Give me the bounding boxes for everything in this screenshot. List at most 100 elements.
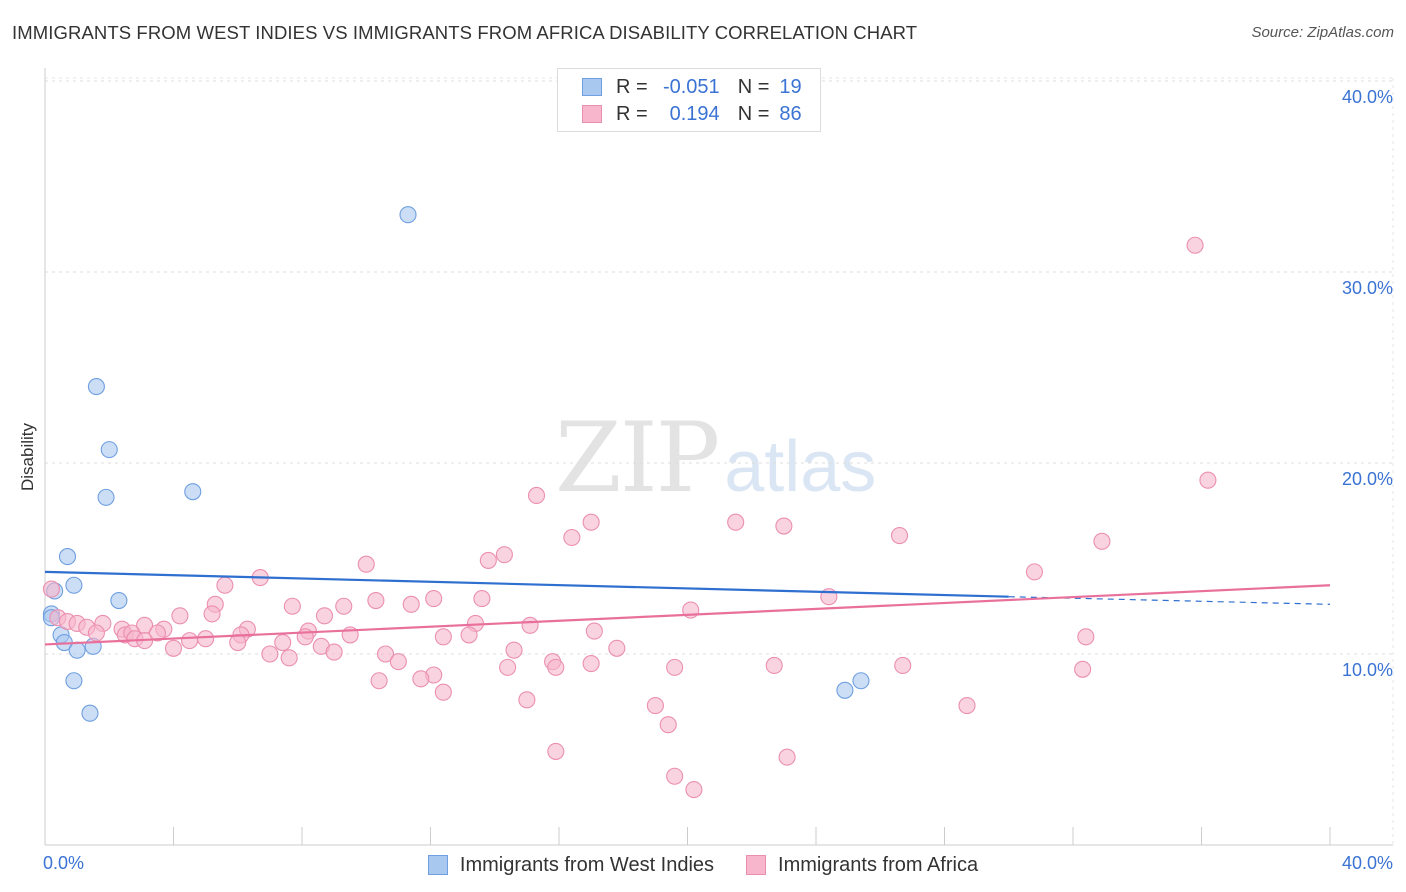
point-africa <box>582 654 600 673</box>
legend-row-west-indies: R = -0.051 N = 19 <box>582 75 802 99</box>
data-points <box>42 206 1217 799</box>
point-africa <box>315 607 334 625</box>
trend-line-africa <box>44 584 1331 646</box>
point-west-indies <box>184 483 202 501</box>
point-africa <box>1074 660 1092 678</box>
point-west-indies <box>81 704 99 722</box>
point-africa <box>685 781 703 799</box>
y-tick-label: 30.0% <box>1342 278 1393 298</box>
point-africa <box>402 595 420 613</box>
point-africa <box>521 616 539 634</box>
point-west-indies <box>58 548 77 566</box>
point-africa <box>434 628 452 646</box>
trend-line-west-indies <box>44 570 1009 598</box>
point-africa <box>890 527 909 545</box>
legend-r-label: R = <box>616 75 648 98</box>
point-west-indies <box>836 681 854 699</box>
point-africa <box>1025 563 1043 581</box>
point-africa <box>87 624 105 642</box>
point-west-indies <box>100 441 118 459</box>
legend-swatch-africa <box>582 105 602 123</box>
point-africa <box>765 656 783 675</box>
point-africa <box>412 670 430 688</box>
trend-line-west-indies-extension <box>1008 596 1331 605</box>
point-africa <box>181 632 199 650</box>
series-label-west-indies: Immigrants from West Indies <box>459 853 715 876</box>
point-africa <box>958 697 976 715</box>
correlation-legend: R = -0.051 N = 19 R = 0.194 N = 86 <box>557 68 821 132</box>
point-africa <box>646 697 664 715</box>
point-west-indies <box>97 488 115 506</box>
series-swatch-west-indies <box>427 855 448 875</box>
point-west-indies <box>65 576 83 594</box>
point-africa <box>473 590 491 608</box>
axes <box>44 68 1393 846</box>
x-tick-label-min: 0.0% <box>43 853 84 873</box>
point-west-indies <box>110 591 128 610</box>
legend-swatch-west-indies <box>582 78 602 96</box>
point-africa <box>335 597 353 615</box>
point-africa <box>229 633 247 652</box>
y-tick-label: 10.0% <box>1342 660 1393 680</box>
point-africa <box>148 624 166 642</box>
chart-title: IMMIGRANTS FROM WEST INDIES VS IMMIGRANT… <box>12 22 918 43</box>
legend-n-value: 19 <box>779 75 802 98</box>
point-africa <box>527 486 546 505</box>
point-africa <box>495 546 513 564</box>
point-africa <box>434 683 452 701</box>
y-tick-label: 20.0% <box>1342 469 1393 489</box>
point-africa <box>585 622 603 640</box>
point-africa <box>1093 532 1111 550</box>
point-africa <box>389 653 407 671</box>
point-africa <box>376 645 395 663</box>
y-tick-label: 40.0% <box>1342 87 1393 107</box>
source-label: Source: ZipAtlas.com <box>1251 24 1394 41</box>
point-africa <box>164 639 183 657</box>
legend-n-value: 86 <box>779 102 802 125</box>
point-africa <box>425 590 443 608</box>
series-legend-west-indies[interactable]: Immigrants from West Indies <box>427 853 715 877</box>
series-legend: Immigrants from West Indies Immigrants f… <box>0 851 1406 879</box>
point-africa <box>666 767 684 785</box>
series-legend-africa[interactable]: Immigrants from Africa <box>746 854 978 877</box>
point-africa <box>216 576 234 594</box>
point-africa <box>325 643 343 661</box>
point-africa <box>261 645 279 663</box>
point-africa <box>1186 236 1204 254</box>
point-west-indies <box>87 378 105 396</box>
point-africa <box>370 672 388 690</box>
legend-n-label: N = <box>737 75 770 98</box>
point-africa <box>357 555 375 573</box>
point-africa <box>775 517 793 535</box>
point-africa <box>499 658 517 676</box>
point-africa <box>460 626 478 644</box>
point-africa <box>479 551 497 569</box>
point-africa <box>659 716 677 734</box>
point-africa <box>274 633 292 652</box>
legend-n-label: N = <box>737 102 770 125</box>
x-tick-label-max: 40.0% <box>1342 853 1393 873</box>
legend-r-value: 0.194 <box>669 102 720 125</box>
point-africa <box>197 630 215 648</box>
grid-lines <box>45 77 1395 845</box>
trend-lines <box>44 570 1331 646</box>
point-africa <box>563 528 581 547</box>
point-africa <box>666 658 684 676</box>
y-axis-label: Disability <box>18 422 37 492</box>
legend-r-label: R = <box>616 102 648 125</box>
point-africa <box>171 607 189 625</box>
point-west-indies <box>852 672 870 690</box>
point-africa <box>547 658 565 676</box>
point-africa <box>367 591 385 610</box>
point-africa <box>608 639 626 657</box>
point-africa <box>1199 471 1217 489</box>
tick-labels: 10.0% 20.0% 30.0% 40.0% 0.0% 40.0% <box>43 87 1393 873</box>
series-swatch-africa <box>746 855 767 875</box>
point-west-indies <box>65 672 83 690</box>
point-africa <box>283 597 301 615</box>
point-africa <box>547 742 565 760</box>
point-africa <box>894 656 912 675</box>
point-africa <box>727 513 745 531</box>
point-africa <box>518 691 536 709</box>
